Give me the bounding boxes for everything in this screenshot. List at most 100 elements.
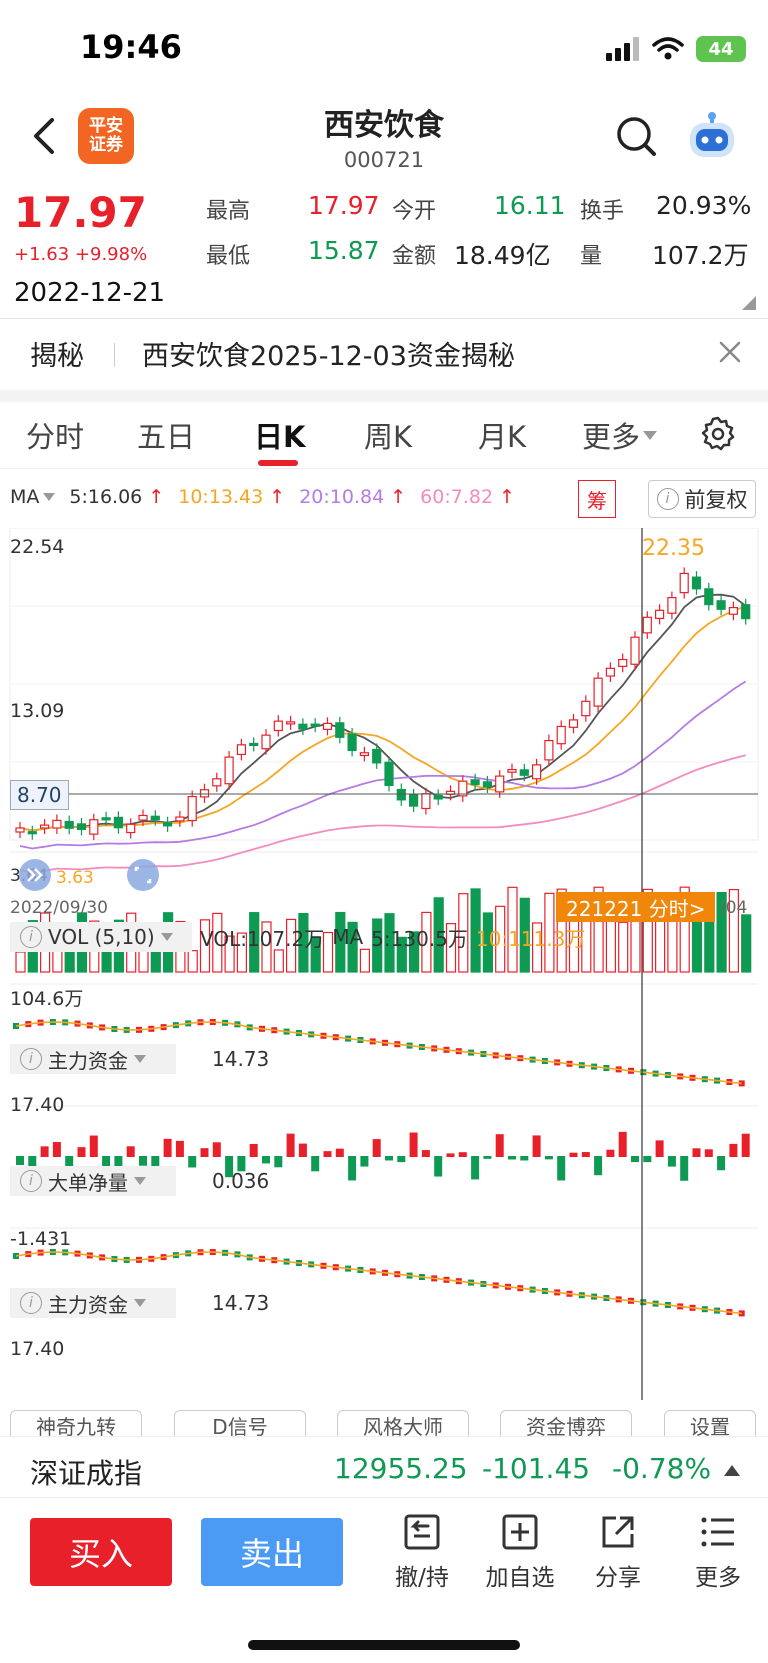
candle-body bbox=[187, 796, 197, 822]
volume-bar bbox=[728, 889, 740, 973]
volume-y-label: 104.6万 bbox=[10, 988, 84, 1010]
indicator-legend-1[interactable]: i 主力资金 14.73 bbox=[10, 1044, 269, 1074]
indicator-label: 主力资金 bbox=[48, 1048, 128, 1073]
index-value: 12955.25 bbox=[334, 1452, 468, 1485]
divider bbox=[0, 318, 768, 319]
tab-monthly-k[interactable]: 月K bbox=[478, 420, 527, 454]
change-amount: +1.63 bbox=[14, 244, 70, 265]
info-icon: i bbox=[656, 488, 679, 510]
net-flow-bar bbox=[385, 1156, 393, 1161]
strategy-button-nine-turn[interactable]: 神奇九转 bbox=[10, 1410, 142, 1440]
indicator-value: 0.036 bbox=[212, 1169, 270, 1193]
ma10-value: 10:13.43 bbox=[178, 486, 264, 508]
volume-value: 107.2万 bbox=[652, 241, 749, 270]
tab-five-day[interactable]: 五日 bbox=[137, 420, 196, 454]
candle-body bbox=[667, 596, 677, 614]
reveal-text[interactable]: 西安饮食2025-12-03资金揭秘 bbox=[142, 341, 515, 372]
net-flow-bar bbox=[348, 1156, 357, 1181]
open-label: 今开 bbox=[392, 199, 437, 224]
volume-bar bbox=[199, 919, 211, 973]
net-flow-bar bbox=[495, 1134, 504, 1157]
price-adjust-button[interactable]: i 前复权 bbox=[648, 480, 756, 518]
add-watchlist-button[interactable]: 加自选 bbox=[480, 1512, 560, 1592]
search-icon[interactable] bbox=[614, 114, 658, 158]
candle-body bbox=[704, 588, 714, 606]
candle-body bbox=[605, 667, 616, 677]
reveal-tag: 揭秘 bbox=[30, 341, 84, 372]
volume-bar bbox=[409, 931, 420, 973]
indicator-y-label: 17.40 bbox=[10, 1094, 65, 1116]
net-flow-bar bbox=[446, 1153, 455, 1157]
index-name: 深证成指 bbox=[30, 1457, 143, 1490]
volume-bar bbox=[224, 935, 235, 973]
tab-intraday[interactable]: 分时 bbox=[26, 420, 85, 454]
net-flow-bar bbox=[421, 1150, 430, 1157]
index-ticker-bar[interactable] bbox=[0, 1436, 768, 1498]
status-time: 19:46 bbox=[80, 28, 182, 66]
candle-body bbox=[138, 814, 148, 821]
strategy-button-d-signal[interactable]: D信号 bbox=[174, 1410, 306, 1440]
cancel-hold-button[interactable]: 撤/持 bbox=[382, 1512, 462, 1592]
tab-weekly-k[interactable]: 周K bbox=[364, 420, 413, 454]
zoom-toggle-icon[interactable] bbox=[126, 858, 160, 892]
info-icon: i bbox=[20, 926, 42, 948]
volume-legend[interactable]: i VOL (5,10) VOL:107.2万 MA 5:130.5万 10:1… bbox=[10, 922, 585, 952]
expand-corner-icon[interactable] bbox=[742, 296, 756, 310]
net-flow-bar bbox=[508, 1156, 516, 1160]
back-icon[interactable] bbox=[26, 112, 62, 160]
net-flow-bar bbox=[458, 1152, 467, 1157]
strategy-settings-button[interactable]: 设置 bbox=[664, 1410, 756, 1440]
candle-body bbox=[163, 822, 173, 827]
net-flow-bar bbox=[372, 1139, 381, 1157]
candle-body bbox=[409, 794, 419, 807]
indicator-y-label: -1.431 bbox=[10, 1228, 72, 1250]
volume-bar bbox=[654, 913, 666, 973]
volume-bar bbox=[470, 888, 481, 973]
robot-assistant-icon[interactable] bbox=[686, 110, 738, 160]
tab-daily-k[interactable]: 日K bbox=[254, 420, 306, 454]
more-button[interactable]: 更多 bbox=[678, 1512, 758, 1592]
sell-button[interactable]: 卖出 bbox=[201, 1518, 343, 1586]
volume-label: VOL (5,10) bbox=[48, 925, 155, 949]
strategy-button-fund-game[interactable]: 资金博弈 bbox=[500, 1410, 632, 1440]
close-icon[interactable] bbox=[716, 338, 744, 366]
low-value: 15.87 bbox=[308, 236, 380, 265]
settings-gear-icon[interactable] bbox=[700, 416, 736, 452]
net-flow-bar bbox=[286, 1133, 295, 1157]
candle-body bbox=[310, 723, 320, 727]
net-flow-bar bbox=[692, 1148, 701, 1157]
kline-chart-area[interactable] bbox=[0, 528, 768, 1400]
volume-bar bbox=[445, 923, 457, 973]
strategy-button-style-master[interactable]: 风格大师 bbox=[337, 1410, 469, 1440]
volume-bars bbox=[15, 886, 752, 973]
indicator-legend-2[interactable]: i 大单净量 0.036 bbox=[10, 1166, 269, 1196]
intraday-jump-badge[interactable]: 221221 分时> bbox=[556, 892, 716, 922]
chip-distribution-button[interactable]: 筹 bbox=[578, 480, 616, 518]
signal-icon bbox=[606, 37, 639, 61]
open-value: 16.11 bbox=[494, 191, 566, 220]
caret-up-icon[interactable] bbox=[722, 1460, 742, 1480]
net-flow-bar bbox=[667, 1156, 676, 1167]
caret-down-icon bbox=[643, 431, 658, 440]
add-square-icon bbox=[502, 1514, 538, 1550]
ma-legend[interactable]: MA 5:16.06 ↑ 10:13.43 ↑ 20:10.84 ↑ 60:7.… bbox=[10, 486, 515, 508]
volume-bar bbox=[593, 886, 604, 973]
scroll-left-icon[interactable] bbox=[18, 858, 52, 892]
volume-bar bbox=[236, 932, 247, 973]
index-change-percent: -0.78% bbox=[612, 1452, 712, 1485]
ma20-value: 20:10.84 bbox=[299, 486, 385, 508]
wifi-icon bbox=[652, 37, 684, 60]
net-flow-bar bbox=[200, 1148, 209, 1157]
buy-button[interactable]: 买入 bbox=[30, 1518, 172, 1586]
net-flow-bar bbox=[323, 1151, 332, 1157]
share-button[interactable]: 分享 bbox=[578, 1512, 658, 1592]
indicator-legend-3[interactable]: i 主力资金 14.73 bbox=[10, 1288, 269, 1318]
app-logo: 平安 证券 bbox=[78, 108, 134, 164]
net-flow-bar bbox=[249, 1143, 258, 1157]
start-date-label: 2022/09/30 bbox=[10, 898, 108, 918]
stock-code: 000721 bbox=[343, 148, 425, 172]
ma5-line bbox=[19, 593, 747, 832]
tab-more[interactable]: 更多 bbox=[582, 414, 658, 456]
volume-bar bbox=[396, 936, 407, 973]
ma60-line bbox=[19, 754, 746, 874]
